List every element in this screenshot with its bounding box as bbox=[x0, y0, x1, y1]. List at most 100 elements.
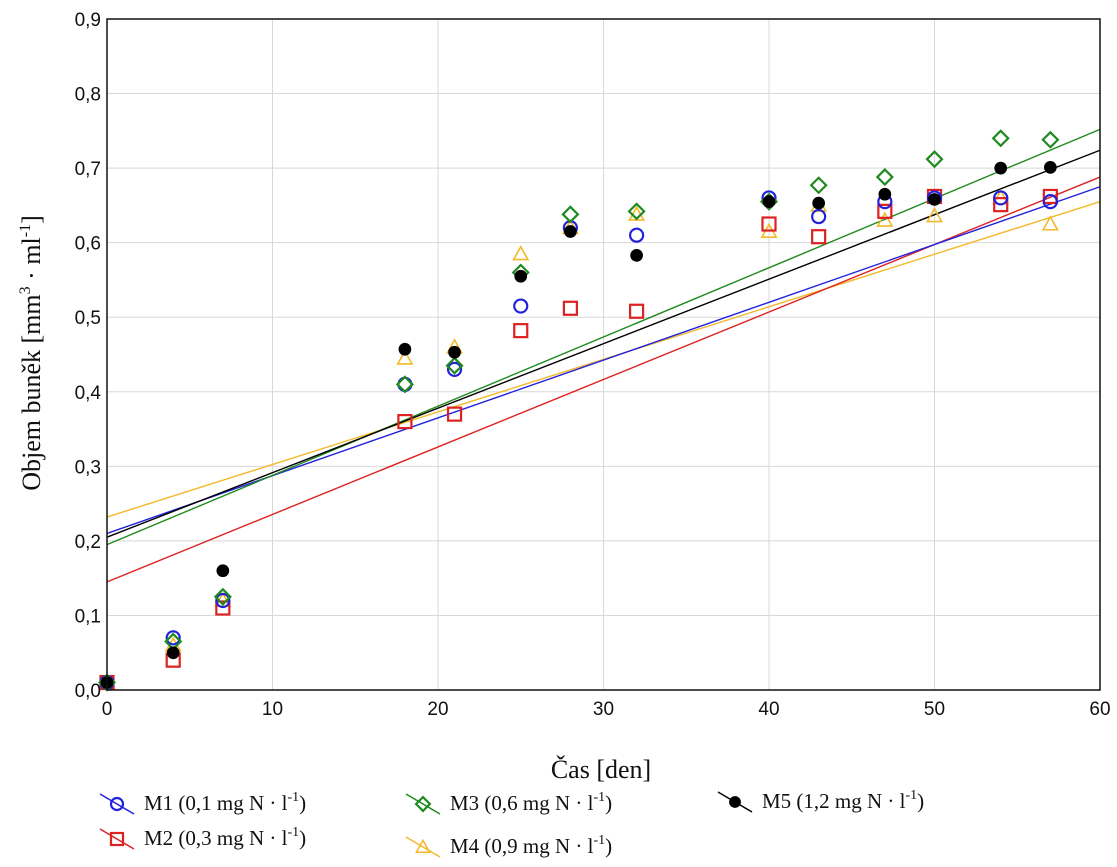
data-point-circle bbox=[1042, 194, 1058, 210]
data-point-triangle bbox=[512, 245, 530, 261]
x-tick-label: 0 bbox=[102, 699, 113, 720]
data-point-triangle bbox=[876, 211, 894, 227]
data-point-diamond bbox=[1041, 130, 1060, 149]
legend-item: M3 (0,6 mg N · l-1) bbox=[405, 790, 612, 815]
data-point-diamond bbox=[809, 176, 828, 195]
data-point-diamond bbox=[561, 205, 580, 224]
legend-label-sup: -1 bbox=[288, 790, 300, 805]
data-point-circle bbox=[811, 208, 827, 225]
legend-label: M1 (0,1 mg N · l-1) bbox=[144, 790, 306, 815]
trend-lines bbox=[106, 128, 1101, 583]
y-tick-label: 0,7 bbox=[75, 159, 101, 180]
y-tick-label: 0,8 bbox=[75, 85, 101, 106]
legend-label: M5 (1,2 mg N · l-1) bbox=[762, 788, 924, 813]
data-point-diamond bbox=[445, 356, 464, 375]
legend-label: M2 (0,3 mg N · l-1) bbox=[144, 825, 306, 850]
data-point-dot bbox=[812, 196, 826, 210]
data-point-circle bbox=[446, 361, 463, 378]
y-axis-title-mid: · ml bbox=[17, 237, 46, 286]
x-axis-title: Čas [den] bbox=[551, 755, 651, 784]
y-tick-label: 0,3 bbox=[75, 457, 101, 478]
data-point-square bbox=[562, 300, 579, 316]
data-point-circle bbox=[628, 227, 645, 243]
y-axis-title-sup2: -1 bbox=[17, 224, 34, 237]
x-axis-ticks: 0 10 20 30 40 50 60 bbox=[102, 699, 1111, 720]
data-point-dot bbox=[630, 248, 643, 262]
legend-item: M1 (0,1 mg N · l-1) bbox=[99, 790, 306, 815]
legend-item: M2 (0,3 mg N · l-1) bbox=[99, 825, 306, 850]
data-point-square bbox=[1042, 188, 1058, 205]
legend-label-end: ) bbox=[917, 789, 924, 813]
y-axis-title: Objem buněk [mm3 · ml-1] bbox=[17, 215, 46, 491]
legend-line bbox=[99, 828, 135, 850]
legend-marker-circle bbox=[109, 796, 125, 812]
legend-item: M4 (0,9 mg N · l-1) bbox=[405, 833, 612, 858]
data-point-dot bbox=[216, 564, 230, 578]
y-tick-label: 0,4 bbox=[75, 383, 102, 404]
data-point-dot bbox=[1044, 161, 1057, 174]
y-tick-label: 0,9 bbox=[75, 10, 101, 31]
data-point-dot bbox=[762, 195, 776, 209]
y-tick-label: 0,2 bbox=[75, 532, 101, 553]
legend-label-sup: -1 bbox=[594, 790, 606, 805]
data-point-diamond bbox=[395, 375, 414, 394]
data-point-diamond bbox=[925, 150, 944, 169]
data-point-circle bbox=[165, 630, 181, 646]
y-axis-ticks: 0,0 0,1 0,2 0,3 0,4 0,5 0,6 0,7 0,8 0,9 bbox=[75, 10, 102, 702]
data-point-square bbox=[397, 414, 413, 430]
y-tick-label: 0,5 bbox=[75, 308, 101, 329]
x-tick-label: 50 bbox=[924, 699, 945, 720]
data-point-dot bbox=[166, 646, 180, 660]
data-point-diamond bbox=[875, 168, 894, 187]
legend-label-main: M3 (0,6 mg N · l bbox=[450, 791, 594, 815]
legend-item: M5 (1,2 mg N · l-1) bbox=[717, 788, 924, 813]
data-point-square bbox=[628, 303, 645, 319]
legend-label-end: ) bbox=[299, 826, 306, 850]
data-point-diamond bbox=[213, 587, 232, 606]
x-tick-label: 30 bbox=[593, 699, 614, 720]
data-point-triangle bbox=[925, 207, 944, 223]
legend-line bbox=[405, 793, 441, 815]
legend-label: M4 (0,9 mg N · l-1) bbox=[450, 833, 612, 858]
data-point-square bbox=[446, 406, 463, 422]
legend-label-sup: -1 bbox=[288, 825, 300, 840]
data-point-circle bbox=[397, 376, 413, 392]
y-tick-label: 0,1 bbox=[75, 606, 101, 627]
legend-label-end: ) bbox=[299, 791, 306, 815]
data-point-dot bbox=[448, 345, 461, 359]
legend: M1 (0,1 mg N · l-1)M2 (0,3 mg N · l-1)M3… bbox=[99, 788, 924, 858]
legend-label-sup: -1 bbox=[594, 833, 606, 848]
data-point-square bbox=[215, 600, 231, 616]
data-point-dot bbox=[994, 161, 1008, 175]
legend-label-end: ) bbox=[605, 791, 612, 815]
x-tick-label: 10 bbox=[262, 699, 283, 720]
legend-label-main: M2 (0,3 mg N · l bbox=[144, 826, 288, 850]
y-axis-title-sup1: 3 bbox=[17, 286, 34, 294]
x-tick-label: 60 bbox=[1089, 699, 1110, 720]
data-point-square bbox=[513, 323, 529, 339]
legend-label-main: M5 (1,2 mg N · l bbox=[762, 789, 906, 813]
y-tick-label: 0,6 bbox=[75, 234, 101, 255]
data-point-dot bbox=[514, 269, 528, 283]
legend-marker-diamond bbox=[414, 795, 432, 813]
data-point-triangle bbox=[1041, 215, 1059, 231]
legend-label-main: M1 (0,1 mg N · l bbox=[144, 791, 288, 815]
y-axis-title-end: ] bbox=[17, 215, 46, 224]
grid bbox=[106, 18, 1101, 691]
legend-label-main: M4 (0,9 mg N · l bbox=[450, 834, 594, 858]
data-point-circle bbox=[215, 592, 231, 609]
data-point-diamond bbox=[991, 129, 1010, 148]
data-point-diamond bbox=[627, 202, 646, 221]
legend-label: M3 (0,6 mg N · l-1) bbox=[450, 790, 612, 815]
data-point-dot bbox=[928, 193, 941, 206]
plot-frame bbox=[106, 18, 1101, 691]
legend-label-end: ) bbox=[605, 834, 612, 858]
data-point-square bbox=[993, 197, 1009, 213]
legend-label-sup: -1 bbox=[906, 788, 918, 803]
data-point-dot bbox=[564, 225, 577, 238]
data-point-square bbox=[761, 216, 777, 232]
x-tick-label: 20 bbox=[427, 699, 448, 720]
legend-line bbox=[99, 793, 135, 815]
trend-line-triangle bbox=[106, 200, 1101, 518]
